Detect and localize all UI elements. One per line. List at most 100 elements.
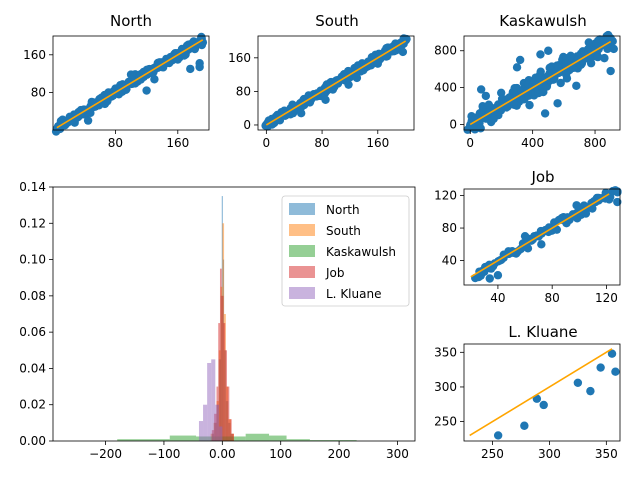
histogram-ytick-label: 0.06	[19, 325, 46, 339]
histogram-bar-lkluane	[215, 404, 219, 441]
kaskawulsh-xtick-label: 400	[521, 136, 544, 150]
kaskawulsh-ytick-label: 800	[434, 44, 457, 58]
kluane-ytick-label: 300	[434, 380, 457, 394]
job-ytick-label: 120	[434, 189, 457, 203]
kluane-ticks: 250 300 350 250 300 350	[434, 345, 618, 461]
histogram-bar-lkluane	[207, 362, 212, 441]
kaskawulsh-point	[489, 114, 498, 124]
histogram-bar-job	[229, 419, 232, 441]
job-point	[552, 225, 562, 234]
job-point	[523, 244, 533, 253]
kaskawulsh-title: Kaskawulsh	[499, 12, 586, 30]
histogram-bar-lkluane	[203, 404, 208, 441]
job-marks	[470, 186, 622, 283]
north-point	[150, 75, 159, 84]
kaskawulsh-point	[593, 39, 603, 48]
histogram-bar-job	[225, 350, 227, 441]
kluane-point	[586, 386, 595, 396]
legend-label-kluane: L. Kluane	[326, 287, 381, 301]
north-fit-line	[56, 39, 204, 129]
kluane-point	[520, 421, 529, 430]
histogram-xtick-label: −100	[147, 447, 180, 461]
kaskawulsh-point	[496, 88, 506, 97]
kluane-xtick-label: 350	[595, 447, 618, 461]
job-point	[493, 271, 503, 280]
histogram-ytick-label: 0.04	[19, 361, 46, 375]
north-ytick-label: 160	[23, 48, 46, 62]
histogram-xtick-label: 0.00	[209, 447, 236, 461]
histogram-ytick-label: 0.12	[19, 216, 46, 230]
legend-swatch-north	[289, 203, 315, 215]
legend-label-kaskawulsh: Kaskawulsh	[326, 245, 396, 259]
kaskawulsh-point	[515, 55, 525, 65]
kaskawulsh-point	[556, 78, 565, 88]
south-panel: South 0 80 160 0 80 160	[228, 12, 415, 150]
north-point	[186, 64, 195, 74]
kluane-ytick-label: 250	[434, 415, 457, 429]
histogram-ytick-label: 0.08	[19, 289, 46, 303]
legend-label-south: South	[326, 224, 361, 238]
kluane-title: L. Kluane	[508, 323, 577, 341]
histogram-bar-job	[218, 323, 220, 441]
south-ytick-label: 80	[236, 84, 251, 98]
histogram-bar-job	[219, 268, 222, 441]
kaskawulsh-axes-frame	[463, 35, 621, 131]
job-point	[588, 204, 597, 213]
kaskawulsh-point	[536, 50, 545, 59]
south-ytick-label: 0	[243, 118, 251, 132]
histogram-bar-job	[221, 295, 224, 441]
kluane-panel: L. Kluane 250 300 350 250 300 350	[434, 323, 621, 461]
kaskawulsh-point	[476, 85, 486, 94]
legend-label-job: Job	[325, 266, 345, 280]
legend-swatch-kaskawulsh	[289, 245, 315, 257]
north-point	[173, 55, 182, 64]
kaskawulsh-point	[512, 63, 522, 72]
kaskawulsh-point	[544, 46, 553, 55]
kluane-point	[493, 431, 503, 440]
job-xtick-label: 40	[490, 291, 505, 305]
job-ytick-label: 40	[442, 254, 457, 268]
south-axes-frame	[257, 35, 415, 131]
kaskawulsh-xtick-label: 800	[584, 136, 607, 150]
south-marks	[261, 34, 411, 131]
histogram-bar-lkluane	[218, 426, 223, 441]
histogram-marks	[117, 196, 357, 441]
kluane-fit-line	[469, 348, 613, 437]
kaskawulsh-point	[553, 99, 562, 108]
job-xtick-label: 80	[545, 291, 560, 305]
south-point	[352, 73, 362, 83]
kaskawulsh-point	[608, 37, 617, 46]
kluane-point	[539, 400, 548, 410]
kaskawulsh-point	[572, 81, 581, 90]
kluane-xtick-label: 250	[481, 447, 504, 461]
histogram-ytick-label: 0.00	[19, 434, 46, 448]
kaskawulsh-panel: Kaskawulsh 0 400 800 0 400 800	[434, 12, 621, 150]
histogram-bar-lkluane	[198, 421, 204, 441]
kaskawulsh-fit-line	[469, 40, 612, 126]
kaskawulsh-point	[562, 74, 572, 83]
job-point	[613, 197, 622, 207]
north-point	[83, 116, 93, 125]
south-point	[321, 95, 330, 104]
kaskawulsh-point	[593, 52, 603, 62]
south-point	[296, 109, 306, 118]
histogram-bar-lkluane	[211, 359, 216, 441]
histogram-bar-kaskawulsh	[245, 433, 270, 441]
job-ytick-label: 80	[442, 221, 457, 235]
north-xtick-label: 80	[108, 136, 123, 150]
kluane-xtick-label: 300	[538, 447, 561, 461]
job-point	[520, 231, 530, 241]
kaskawulsh-point	[584, 38, 593, 47]
histogram-bar-kaskawulsh	[269, 435, 287, 441]
north-point	[142, 86, 151, 95]
north-point	[197, 40, 207, 50]
north-point	[195, 62, 204, 72]
histogram-bar-kaskawulsh	[286, 439, 310, 441]
histogram-ytick-label: 0.10	[19, 253, 46, 267]
histogram-panel: −200 −100 0.00 100 200 300 0.00 0.02 0.04 0.06 0.0…	[19, 180, 416, 461]
histogram-bar-job	[223, 323, 226, 441]
kluane-point	[611, 367, 620, 376]
north-ticks: 80 160 80 160	[23, 48, 189, 150]
south-ytick-label: 160	[228, 51, 251, 65]
kaskawulsh-ytick-label: 0	[449, 117, 457, 131]
